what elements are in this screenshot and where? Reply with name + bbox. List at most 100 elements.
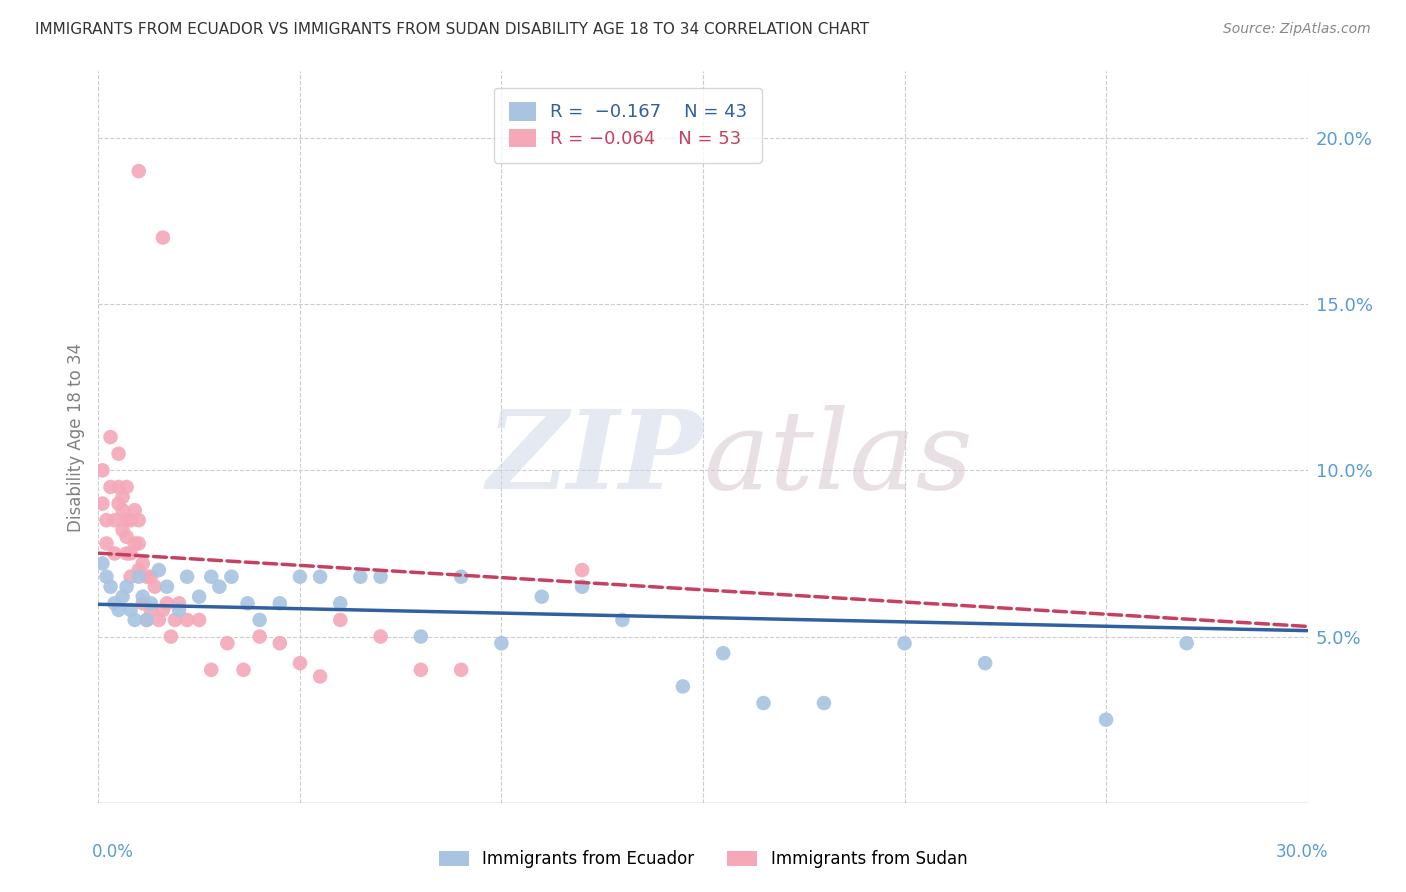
Point: [208, 580, 231, 594]
Point: [128, 536, 150, 550]
Point: [571, 580, 593, 594]
Point: [249, 613, 271, 627]
Point: [217, 636, 239, 650]
Point: [124, 503, 146, 517]
Point: [491, 636, 513, 650]
Point: [103, 513, 125, 527]
Point: [139, 603, 162, 617]
Point: [132, 596, 155, 610]
Point: [115, 480, 138, 494]
Text: 0.0%: 0.0%: [91, 843, 134, 861]
Point: [96, 570, 118, 584]
Point: [167, 596, 190, 610]
Point: [96, 513, 118, 527]
Point: [143, 580, 166, 594]
Point: [176, 570, 198, 584]
Point: [96, 536, 118, 550]
Point: [672, 680, 695, 694]
Point: [100, 430, 122, 444]
Point: [132, 557, 155, 571]
Point: [120, 570, 142, 584]
Point: [103, 596, 125, 610]
Point: [124, 536, 146, 550]
Point: [128, 570, 150, 584]
Point: [288, 656, 311, 670]
Point: [100, 480, 122, 494]
Point: [269, 596, 291, 610]
Text: 30.0%: 30.0%: [1277, 843, 1329, 861]
Point: [176, 613, 198, 627]
Point: [107, 480, 129, 494]
Point: [329, 596, 352, 610]
Point: [103, 546, 125, 560]
Point: [236, 596, 259, 610]
Point: [232, 663, 254, 677]
Point: [370, 630, 392, 644]
Point: [152, 230, 174, 244]
Text: atlas: atlas: [703, 405, 973, 513]
Point: [107, 497, 129, 511]
Point: [163, 613, 186, 627]
Point: [450, 663, 472, 677]
Point: [139, 570, 162, 584]
Y-axis label: Disability Age 18 to 34: Disability Age 18 to 34: [66, 343, 84, 532]
Point: [200, 570, 222, 584]
Point: [128, 164, 150, 178]
Point: [200, 663, 222, 677]
Point: [156, 596, 179, 610]
Point: [329, 613, 352, 627]
Point: [135, 613, 157, 627]
Text: Source: ZipAtlas.com: Source: ZipAtlas.com: [1223, 22, 1371, 37]
Point: [167, 603, 190, 617]
Point: [135, 570, 157, 584]
Point: [349, 570, 371, 584]
Point: [132, 590, 155, 604]
Point: [409, 630, 432, 644]
Point: [530, 590, 553, 604]
Point: [111, 490, 134, 504]
Point: [107, 603, 129, 617]
Point: [288, 570, 311, 584]
Point: [124, 613, 146, 627]
Point: [370, 570, 392, 584]
Point: [148, 613, 170, 627]
Point: [571, 563, 593, 577]
Point: [309, 669, 332, 683]
Point: [188, 613, 211, 627]
Point: [120, 603, 142, 617]
Text: IMMIGRANTS FROM ECUADOR VS IMMIGRANTS FROM SUDAN DISABILITY AGE 18 TO 34 CORRELA: IMMIGRANTS FROM ECUADOR VS IMMIGRANTS FR…: [35, 22, 869, 37]
Point: [156, 580, 179, 594]
Point: [128, 513, 150, 527]
Point: [1095, 713, 1118, 727]
Point: [111, 503, 134, 517]
Point: [135, 613, 157, 627]
Point: [115, 530, 138, 544]
Point: [188, 590, 211, 604]
Point: [711, 646, 734, 660]
Point: [115, 546, 138, 560]
Point: [752, 696, 775, 710]
Point: [91, 497, 114, 511]
Point: [612, 613, 634, 627]
Point: [111, 523, 134, 537]
Point: [148, 563, 170, 577]
Point: [115, 513, 138, 527]
Point: [813, 696, 835, 710]
Point: [139, 596, 162, 610]
Text: ZIP: ZIP: [486, 405, 703, 513]
Point: [120, 513, 142, 527]
Point: [409, 663, 432, 677]
Point: [269, 636, 291, 650]
Point: [893, 636, 915, 650]
Point: [160, 630, 183, 644]
Point: [1175, 636, 1198, 650]
Point: [100, 580, 122, 594]
Point: [309, 570, 332, 584]
Point: [115, 580, 138, 594]
Point: [128, 563, 150, 577]
Point: [152, 603, 174, 617]
Point: [111, 590, 134, 604]
Point: [249, 630, 271, 644]
Point: [974, 656, 997, 670]
Point: [221, 570, 243, 584]
